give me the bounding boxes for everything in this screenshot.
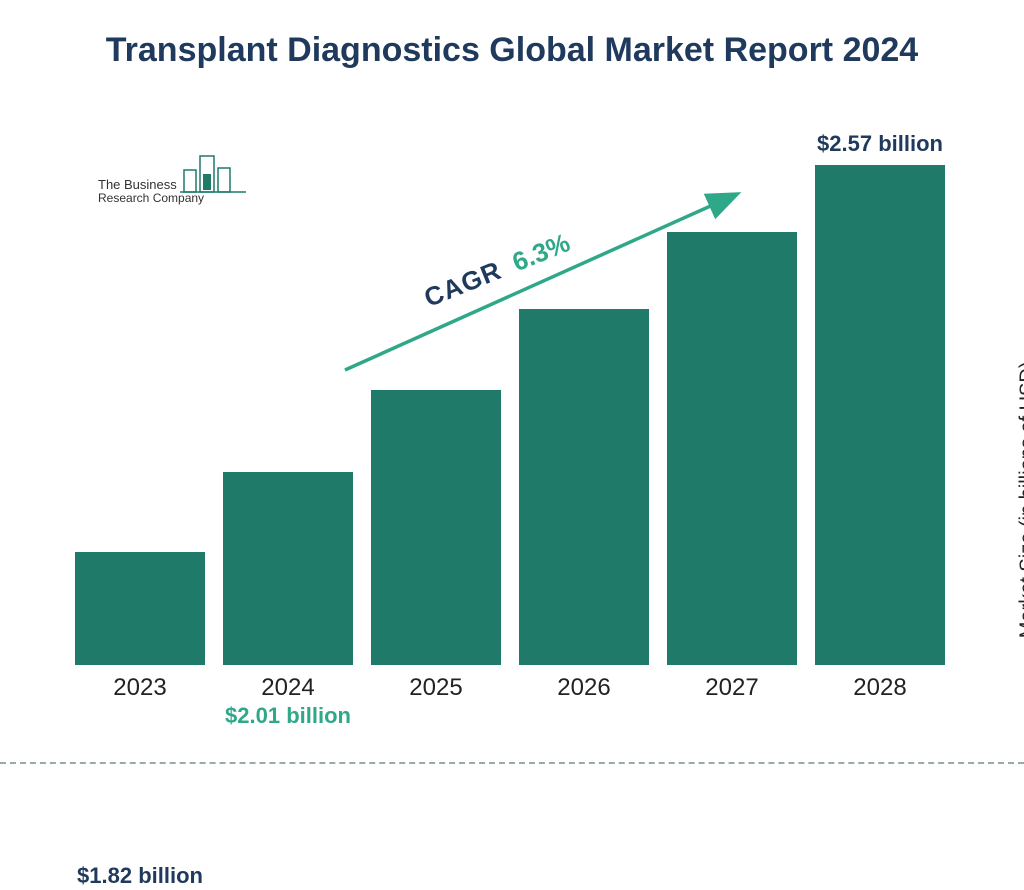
y-axis-label: Market Size (in billions of USD): [1017, 362, 1024, 639]
bar: [667, 232, 797, 665]
bar: [223, 472, 353, 665]
x-label: 2023: [75, 674, 205, 702]
bar-2025: [371, 390, 501, 665]
bar: [371, 390, 501, 665]
x-label: 2027: [667, 674, 797, 702]
x-axis-labels: 2023 2024 2025 2026 2027 2028: [75, 674, 945, 702]
bar-value-label: $2.01 billion: [218, 702, 358, 730]
x-label: 2024: [223, 674, 353, 702]
bar-2023: $1.82 billion: [75, 552, 205, 665]
bar-2027: [667, 232, 797, 665]
bar: [815, 165, 945, 665]
bar-value-label: $1.82 billion: [70, 862, 210, 890]
bar-2024: $2.01 billion: [223, 472, 353, 665]
bar: [75, 552, 205, 665]
x-label: 2028: [815, 674, 945, 702]
x-label: 2025: [371, 674, 501, 702]
page-title: Transplant Diagnostics Global Market Rep…: [0, 28, 1024, 72]
x-label: 2026: [519, 674, 649, 702]
bar: [519, 309, 649, 665]
bar-2028: $2.57 billion: [815, 165, 945, 665]
bar-chart: $1.82 billion $2.01 billion $2.57 billio…: [75, 150, 945, 710]
bar-value-label: $2.57 billion: [810, 130, 950, 158]
bars-container: $1.82 billion $2.01 billion $2.57 billio…: [75, 165, 945, 665]
footer-divider: [0, 762, 1024, 764]
bar-2026: [519, 309, 649, 665]
